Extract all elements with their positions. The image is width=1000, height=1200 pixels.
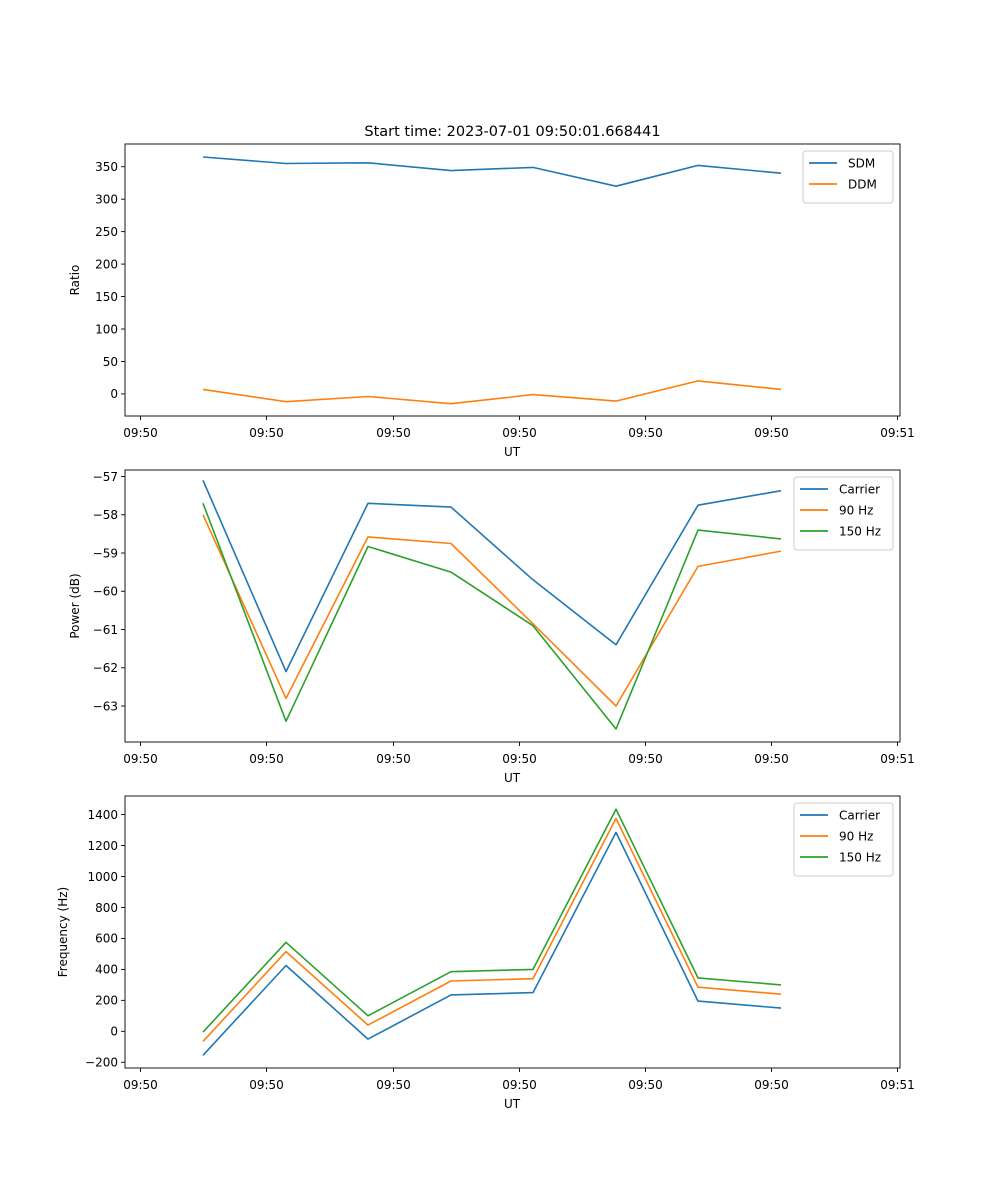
axes-frame [124, 143, 901, 417]
legend: SDM DDM [802, 150, 894, 204]
y-tick-label: −59 [93, 546, 118, 560]
x-tick-label: 09:50 [123, 752, 158, 766]
legend-label-carrier: Carrier [839, 483, 880, 497]
x-tick-label: 09:50 [628, 752, 663, 766]
y-tick-label: −60 [93, 585, 118, 599]
series-line-carrier [202, 831, 782, 1056]
series-line-carrier [202, 479, 782, 673]
x-tick-label: 09:50 [754, 426, 789, 440]
series-line-sdm [202, 156, 782, 187]
figure-title: Start time: 2023-07-01 09:50:01.668441 [364, 124, 660, 140]
series-line-90-hz [202, 514, 782, 707]
chart-frequency: 09:50 09:50 09:50 09:50 09:50 09:50 09:51 −200 0… [56, 795, 915, 1111]
legend-box [802, 150, 894, 204]
x-tick-label: 09:50 [502, 426, 537, 440]
x-tick-label: 09:50 [628, 426, 663, 440]
legend-label-ddm: DDM [848, 178, 877, 192]
y-tick-label: 50 [103, 355, 118, 369]
y-axis-label: Frequency (Hz) [56, 887, 70, 978]
y-axis-label: Power (dB) [68, 573, 82, 638]
x-tick-label: 09:50 [249, 1078, 284, 1092]
y-tick-label: 200 [95, 994, 118, 1008]
y-tick-label: 0 [110, 387, 118, 401]
y-axis-label: Ratio [68, 265, 82, 296]
y-tick-label: 0 [110, 1025, 118, 1039]
y-tick-label: 1400 [87, 808, 118, 822]
y-tick-label: 100 [95, 322, 118, 336]
axes-frame [124, 469, 901, 743]
y-tick-label: −200 [85, 1056, 118, 1070]
y-tick-label: 150 [95, 290, 118, 304]
x-tick-label: 09:50 [376, 426, 411, 440]
y-tick-label: 400 [95, 963, 118, 977]
x-tick-label: 09:50 [628, 1078, 663, 1092]
y-tick-label: 1000 [87, 870, 118, 884]
x-axis-label: UT [504, 445, 521, 459]
x-axis-label: UT [504, 771, 521, 785]
x-tick-label: 09:50 [754, 752, 789, 766]
y-tick-label: −62 [93, 661, 118, 675]
x-tick-label: 09:50 [249, 426, 284, 440]
y-tick-label: 350 [95, 160, 118, 174]
legend: Carrier 90 Hz 150 Hz [793, 802, 894, 877]
y-tick-label: 1200 [87, 839, 118, 853]
x-tick-label: 09:51 [880, 426, 915, 440]
chart-ratio: 09:50 09:50 09:50 09:50 09:50 09:50 09:51 0 50 10… [68, 143, 915, 459]
legend-label-150-hz: 150 Hz [839, 525, 881, 539]
x-tick-label: 09:50 [376, 1078, 411, 1092]
y-tick-label: −57 [93, 470, 118, 484]
y-tick-label: 800 [95, 901, 118, 915]
y-tick-label: −58 [93, 508, 118, 522]
x-tick-label: 09:50 [123, 426, 158, 440]
y-tick-label: −61 [93, 623, 118, 637]
series-line-150-hz [202, 503, 782, 730]
x-tick-label: 09:50 [502, 752, 537, 766]
y-tick-label: 200 [95, 257, 118, 271]
x-axis-label: UT [504, 1097, 521, 1111]
legend-label-90-hz: 90 Hz [839, 830, 873, 844]
x-tick-label: 09:50 [754, 1078, 789, 1092]
x-tick-label: 09:51 [880, 752, 915, 766]
y-tick-label: −63 [93, 699, 118, 713]
y-tick-label: 600 [95, 932, 118, 946]
series-line-ddm [202, 380, 782, 405]
y-tick-label: 250 [95, 225, 118, 239]
legend-label-150-hz: 150 Hz [839, 851, 881, 865]
x-tick-label: 09:51 [880, 1078, 915, 1092]
chart-power: 09:50 09:50 09:50 09:50 09:50 09:50 09:51 −63 −6… [68, 469, 915, 785]
y-tick-label: 300 [95, 192, 118, 206]
x-tick-label: 09:50 [249, 752, 284, 766]
series-line-90-hz [202, 817, 782, 1042]
x-tick-label: 09:50 [502, 1078, 537, 1092]
x-tick-label: 09:50 [123, 1078, 158, 1092]
series-line-150-hz [202, 808, 782, 1033]
axes-frame [124, 795, 901, 1069]
x-tick-label: 09:50 [376, 752, 411, 766]
legend-label-sdm: SDM [848, 157, 875, 171]
legend-label-90-hz: 90 Hz [839, 504, 873, 518]
legend: Carrier 90 Hz 150 Hz [793, 476, 894, 551]
legend-label-carrier: Carrier [839, 809, 880, 823]
